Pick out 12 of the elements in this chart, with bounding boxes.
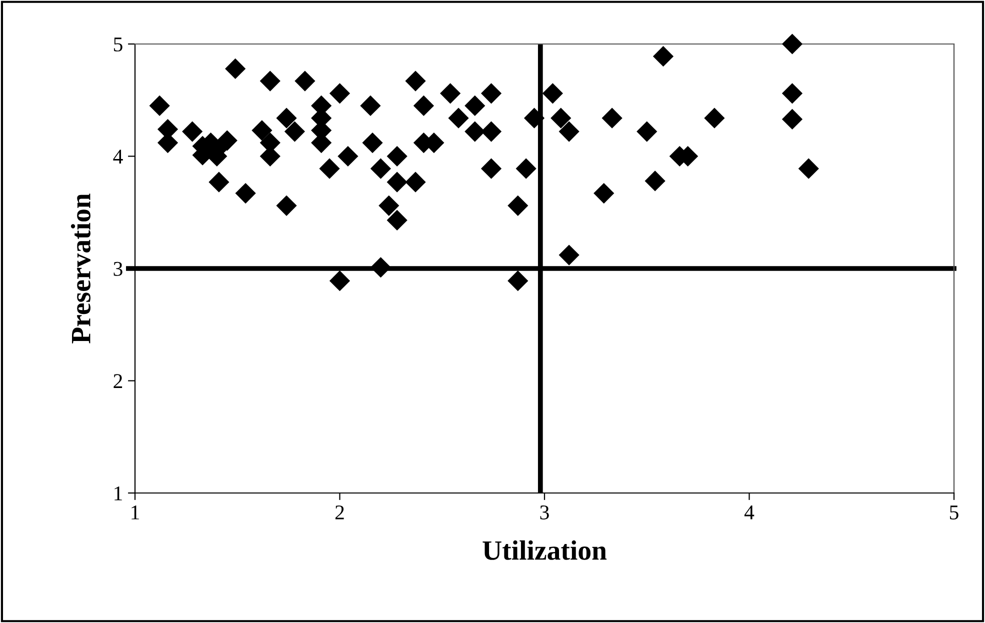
y-tick-label: 5 <box>114 38 122 52</box>
x-tick-label: 4 <box>744 506 754 520</box>
x-tick-label: 3 <box>540 505 549 520</box>
x-tick-label: 5 <box>950 506 958 520</box>
x-tick-label: 2 <box>335 505 344 520</box>
y-tick-label: 4 <box>113 150 123 164</box>
y-tick-label: 3 <box>114 262 122 276</box>
y-tick-label: 2 <box>114 374 122 388</box>
x-axis-title: Utilization <box>482 540 607 560</box>
y-axis-title: Preservation <box>70 194 90 344</box>
y-tick-label: 1 <box>114 486 122 500</box>
x-tick-label: 1 <box>132 506 139 520</box>
